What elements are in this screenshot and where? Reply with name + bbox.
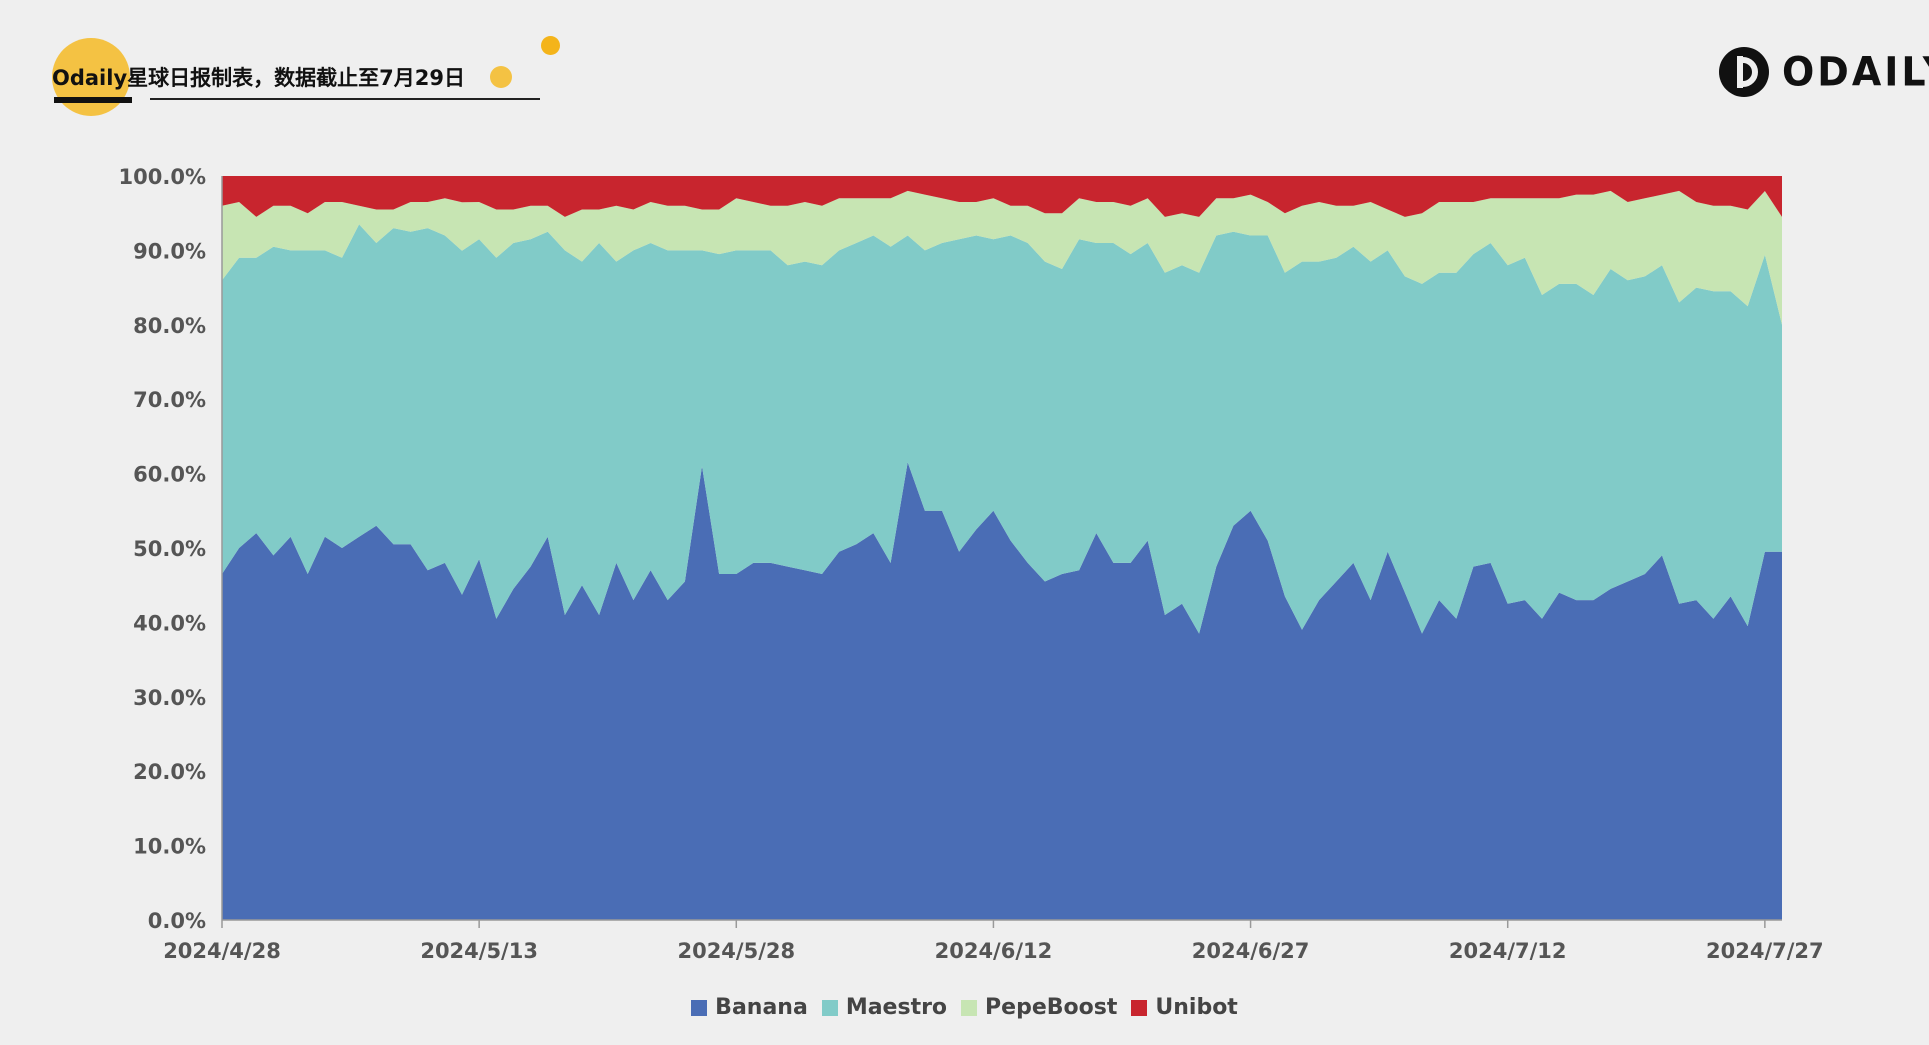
y-tick-label: 50.0% — [133, 537, 206, 561]
x-tick-label: 2024/7/27 — [1706, 939, 1824, 963]
series-area-unibot — [222, 176, 1782, 217]
legend-label-unibot: Unibot — [1155, 995, 1238, 1020]
x-tick-label: 2024/6/27 — [1192, 939, 1310, 963]
series-area-maestro — [222, 224, 1782, 634]
x-tick-label: 2024/5/28 — [677, 939, 795, 963]
legend-label-maestro: Maestro — [845, 995, 948, 1020]
badge-circle — [52, 38, 130, 116]
odaily-logo-icon — [1719, 47, 1769, 97]
legend-swatch-maestro — [821, 999, 838, 1016]
legend-swatch-pepeboost — [961, 999, 978, 1016]
legend-item-unibot: Unibot — [1131, 995, 1238, 1020]
legend-label-banana: Banana — [715, 995, 808, 1020]
logo-text: ODAILY — [1782, 48, 1929, 96]
badge-dot — [541, 36, 560, 55]
y-tick-label: 20.0% — [133, 760, 206, 784]
legend-item-pepeboost: PepeBoost — [961, 995, 1117, 1020]
y-tick-label: 30.0% — [133, 686, 206, 710]
y-tick-label: 60.0% — [133, 463, 206, 487]
y-tick-label: 90.0% — [133, 239, 206, 263]
header: Odaily星球日报制表，数据截止至7月29日 ODAILY — [0, 0, 1929, 120]
y-tick-label: 80.0% — [133, 314, 206, 338]
y-tick-label: 40.0% — [133, 611, 206, 635]
legend-item-maestro: Maestro — [821, 995, 948, 1020]
legend-label-pepeboost: PepeBoost — [985, 995, 1118, 1020]
badge-dot-small — [490, 66, 512, 88]
x-tick-label: 2024/6/12 — [935, 939, 1053, 963]
series-area-banana — [222, 462, 1782, 920]
odaily-logo: ODAILY — [1718, 44, 1929, 100]
x-tick-label: 2024/5/13 — [420, 939, 538, 963]
y-tick-label: 10.0% — [133, 835, 206, 859]
y-tick-label: 100.0% — [119, 165, 206, 189]
y-tick-label: 70.0% — [133, 388, 206, 412]
stacked-area-chart: 0.0% 10.0% 20.0% 30.0% 40.0% 50.0% 60.0% 70.0% 8… — [119, 165, 1824, 963]
page-title: Odaily星球日报制表，数据截止至7月29日 — [52, 66, 465, 90]
title-underline-accent — [54, 97, 132, 103]
legend-swatch-banana — [691, 999, 708, 1016]
chart-area: 0.0% 10.0% 20.0% 30.0% 40.0% 50.0% 60.0% 70.0% 8… — [0, 120, 1929, 1045]
series-area-pepeboost — [222, 190, 1782, 325]
y-tick-label: 0.0% — [148, 909, 206, 933]
legend-item-banana: Banana — [691, 995, 808, 1020]
legend-swatch-unibot — [1131, 999, 1148, 1016]
title-underline — [150, 98, 540, 100]
x-tick-label: 2024/4/28 — [163, 939, 281, 963]
legend: Banana Maestro PepeBoost Unibot — [0, 995, 1929, 1020]
x-tick-label: 2024/7/12 — [1449, 939, 1567, 963]
